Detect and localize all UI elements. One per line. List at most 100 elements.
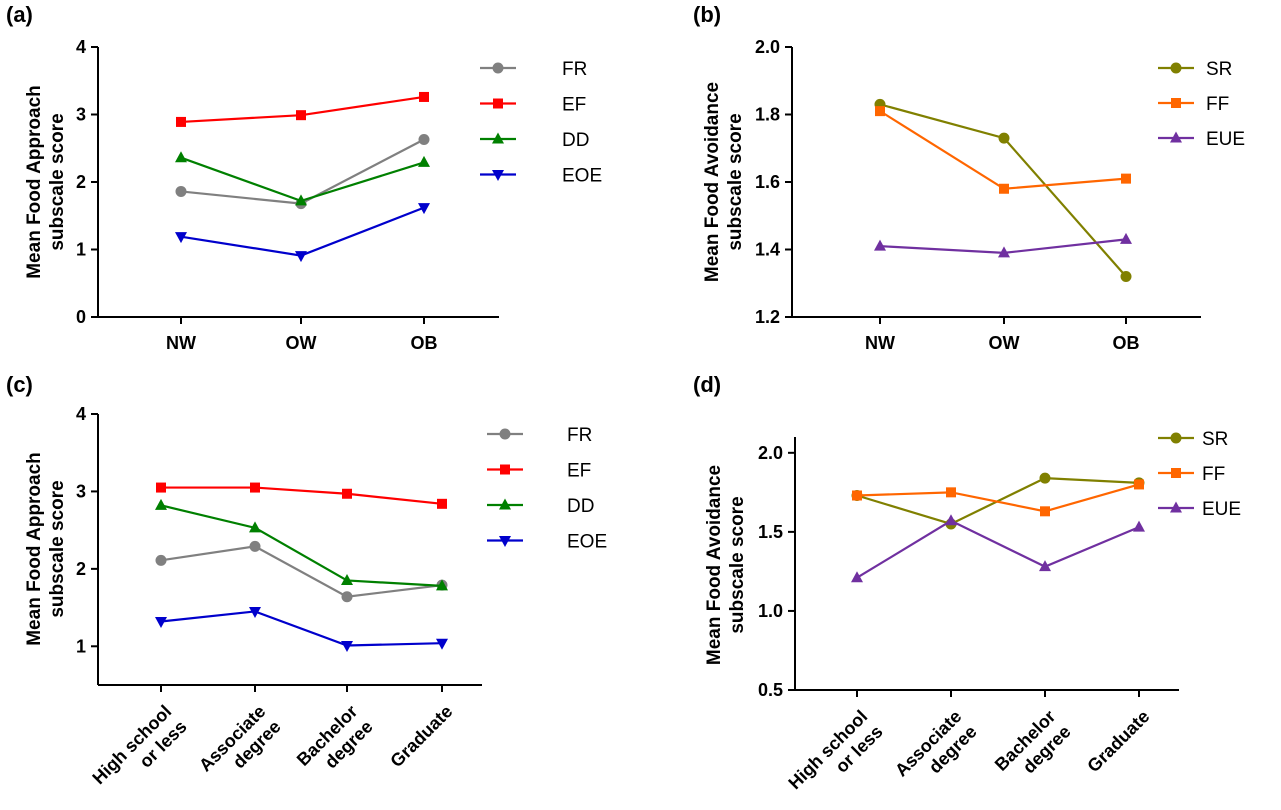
legend-item-fr: FR [487,425,592,446]
series-line-eue [856,519,1140,579]
y-tick-label: 1.4 [755,240,780,260]
panel-letter: (a) [6,2,33,27]
data-point-eue [998,246,1010,258]
legend-label: SR [1202,429,1228,450]
legend-item-ef: EF [487,461,591,482]
data-point-ff [1121,173,1131,184]
y-tick-label: 3 [76,105,86,125]
series-eue [874,232,1132,258]
data-point-fr [249,540,261,552]
data-point-eue [1039,560,1051,572]
legend-label: EF [562,95,586,116]
series-ef [176,91,429,127]
x-tick-label-line: Graduate [386,701,456,771]
y-tick-label: 1.2 [755,307,780,327]
data-point-dd [418,155,430,167]
x-tick-label: OW [286,333,317,353]
legend-item-dd: DD [487,496,594,517]
legend-marker [499,536,511,547]
data-point-eue [1133,520,1145,532]
series-eoe [155,606,448,653]
legend-item-eoe: EOE [480,166,602,187]
legend-item-eoe: EOE [487,532,607,553]
data-point-ef [296,110,306,121]
legend: SR FF EUE [1158,59,1245,150]
x-tick-label: Graduate [386,701,456,771]
chart-panel-d: (d) 0.5 1.0 1.5 2.0 High schoolor less Associa… [693,372,1241,796]
x-tick-label: NW [166,333,196,353]
y-tick-label: 2 [76,559,86,579]
legend-item-ff: FF [1158,464,1225,485]
legend-item-fr: FR [480,59,587,80]
data-point-ef [437,498,447,509]
legend-label: DD [562,130,589,151]
data-point-ef [250,482,260,493]
series-eoe [175,203,430,263]
data-point-eue [945,514,957,526]
y-axis-title-line: Mean Food Approach [24,85,45,279]
y-tick-label: 0 [76,307,86,327]
x-tick-label: Graduate [1083,706,1153,776]
legend-item-sr: SR [1158,429,1228,450]
data-point-fr [418,133,430,145]
series-line-ef [161,486,443,505]
series-line-eoe [160,610,443,647]
data-point-dd [155,498,167,510]
data-point-dd [175,151,187,163]
data-point-sr [1120,271,1132,282]
x-tick-label: Associatedegree [891,706,981,796]
y-tick-label: 1 [76,240,86,260]
y-axis-title-line: subscale score [727,496,748,633]
data-point-sr [1039,472,1051,484]
data-point-ef [342,488,352,499]
data-point-dd [295,194,307,206]
data-point-eoe [295,251,307,263]
y-tick-label: 0.5 [758,680,783,700]
legend-label: EOE [562,166,602,187]
y-axis-title: Mean Food Avoidancesubscale score [704,465,748,665]
y-tick-label: 4 [76,404,86,424]
series-ef [156,482,447,509]
data-point-ff [999,183,1009,194]
y-axis-title-line: subscale score [725,113,746,250]
series-ff [852,479,1144,517]
data-point-eoe [341,641,353,653]
y-axis-title: Mean Food Approachsubscale score [24,85,68,279]
legend-marker [492,132,504,144]
data-point-ff [852,490,862,501]
y-tick-label: 1.0 [758,601,783,621]
y-tick-label: 1.8 [755,105,780,125]
legend-marker [1170,432,1182,444]
y-tick-label: 1 [76,636,86,656]
data-point-ef [156,482,166,493]
data-point-dd [436,579,448,591]
data-point-ef [419,91,429,102]
legend-marker [1170,501,1182,513]
chart-panel-a: (a) 0 1 2 3 4 NW OW OB Mean Food Approachsubscale… [6,2,602,353]
legend-label: FF [1206,94,1229,115]
chart-panel-b: (b) 1.2 1.4 1.6 1.8 2.0 NW OW OB Mean Food Avoida… [693,2,1245,353]
series-dd [155,498,448,591]
data-point-eoe [175,232,187,244]
x-tick-label: Bachelordegree [293,701,377,785]
x-tick-label: OW [989,333,1020,353]
legend-label: DD [567,496,594,517]
data-point-fr [175,185,187,197]
legend-label: EUE [1202,499,1241,520]
legend: SR FF EUE [1158,429,1241,520]
x-tick-label: OB [411,333,438,353]
y-axis-title-line: Mean Food Approach [24,452,45,646]
data-point-ff [946,487,956,498]
legend-marker [493,98,503,109]
data-point-fr [155,554,167,566]
y-tick-label: 2.0 [755,37,780,57]
legend-marker [1170,131,1182,143]
y-axis-title-line: subscale score [47,480,68,617]
y-tick-label: 2.0 [758,443,783,463]
x-tick-label-line: Graduate [1083,706,1153,776]
legend-item-ff: FF [1158,94,1229,115]
legend-label: FR [567,425,592,446]
legend-marker [1171,468,1181,478]
x-tick-label: NW [865,333,895,353]
